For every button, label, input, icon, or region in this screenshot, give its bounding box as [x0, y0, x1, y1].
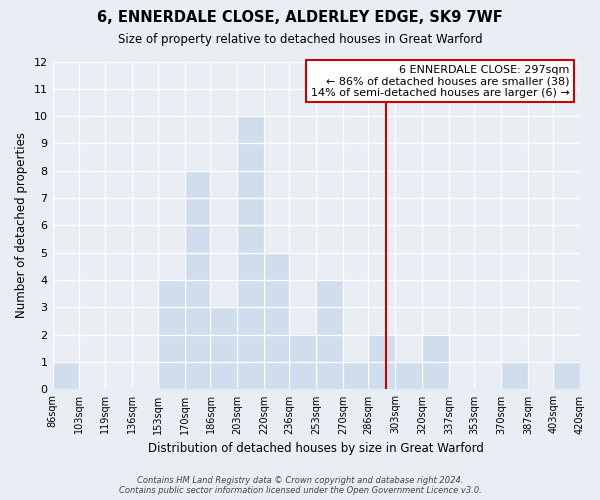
Bar — [185, 171, 211, 390]
Text: 6, ENNERDALE CLOSE, ALDERLEY EDGE, SK9 7WF: 6, ENNERDALE CLOSE, ALDERLEY EDGE, SK9 7… — [97, 10, 503, 25]
Text: Contains HM Land Registry data © Crown copyright and database right 2024.
Contai: Contains HM Land Registry data © Crown c… — [119, 476, 481, 495]
Text: 6 ENNERDALE CLOSE: 297sqm
← 86% of detached houses are smaller (38)
14% of semi-: 6 ENNERDALE CLOSE: 297sqm ← 86% of detac… — [311, 65, 569, 98]
Bar — [211, 308, 238, 390]
Bar — [422, 335, 449, 390]
Y-axis label: Number of detached properties: Number of detached properties — [15, 132, 28, 318]
Bar — [158, 280, 185, 390]
Text: Size of property relative to detached houses in Great Warford: Size of property relative to detached ho… — [118, 32, 482, 46]
Bar — [395, 362, 422, 390]
Bar — [368, 335, 395, 390]
Bar — [316, 280, 343, 390]
Bar — [264, 253, 289, 390]
Bar — [553, 362, 580, 390]
Bar — [289, 335, 316, 390]
Bar — [238, 116, 264, 390]
X-axis label: Distribution of detached houses by size in Great Warford: Distribution of detached houses by size … — [148, 442, 484, 455]
Bar — [53, 362, 79, 390]
Bar — [501, 362, 528, 390]
Bar — [343, 362, 368, 390]
